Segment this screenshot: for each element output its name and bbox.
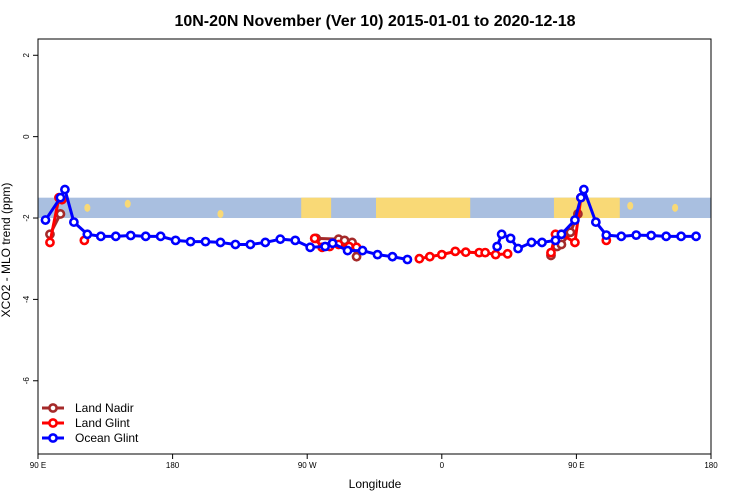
- data-point: [490, 249, 501, 260]
- map-land: [672, 203, 679, 212]
- data-point: [575, 192, 586, 203]
- map-land: [582, 207, 589, 216]
- data-point: [436, 249, 447, 260]
- data-point: [492, 241, 503, 252]
- data-point: [565, 227, 576, 238]
- data-point: [616, 231, 627, 242]
- map-land: [627, 201, 634, 210]
- data-point: [450, 246, 461, 257]
- data-point: [513, 243, 523, 254]
- data-point: [185, 236, 196, 247]
- data-point: [155, 231, 166, 242]
- data-point: [40, 215, 51, 225]
- data-point: [424, 251, 435, 262]
- data-point: [55, 192, 66, 203]
- data-point: [537, 237, 547, 248]
- map-land: [375, 197, 471, 219]
- data-point: [60, 184, 70, 195]
- data-point: [327, 238, 338, 249]
- data-point: [550, 235, 561, 246]
- data-point: [55, 209, 66, 219]
- legend-swatch-marker: [48, 433, 58, 443]
- y-tick-label: 2: [22, 53, 31, 58]
- series-layer: [40, 184, 701, 265]
- data-point: [170, 235, 181, 246]
- x-tick-label: 180: [704, 461, 718, 470]
- data-point: [387, 251, 398, 262]
- map-land: [553, 197, 620, 219]
- data-point: [578, 184, 589, 195]
- data-point: [661, 231, 672, 242]
- legend-swatch-marker: [48, 403, 58, 413]
- data-point: [631, 230, 642, 241]
- data-point: [676, 231, 686, 242]
- data-point: [140, 231, 151, 242]
- x-tick-label: 0: [440, 461, 445, 470]
- data-point: [414, 253, 425, 264]
- data-point: [342, 245, 353, 256]
- data-point: [230, 239, 241, 250]
- y-tick-label: 0: [22, 134, 31, 139]
- data-point: [460, 247, 471, 258]
- data-point: [95, 231, 106, 242]
- data-point: [357, 245, 368, 256]
- data-point: [570, 237, 580, 248]
- y-tick-label: -6: [22, 377, 31, 385]
- map-land: [84, 203, 91, 212]
- data-point: [601, 230, 612, 241]
- data-point: [526, 237, 537, 248]
- x-tick-label: 90 E: [30, 461, 46, 470]
- data-point: [110, 231, 121, 242]
- data-point: [45, 237, 55, 248]
- data-point: [372, 249, 383, 260]
- data-point: [546, 247, 556, 258]
- x-tick-label: 90 W: [298, 461, 317, 470]
- data-point: [245, 239, 256, 250]
- data-point: [290, 235, 301, 246]
- data-point: [260, 237, 271, 248]
- data-point: [200, 236, 211, 247]
- data-point: [502, 248, 513, 259]
- map-band: [38, 197, 711, 219]
- data-point: [505, 233, 516, 244]
- map-land: [124, 199, 131, 208]
- data-point: [402, 254, 413, 265]
- data-point: [691, 231, 701, 242]
- series-ocean-glint: [40, 184, 701, 265]
- y-tick-label: -4: [22, 295, 31, 303]
- data-point: [215, 237, 226, 248]
- y-tick-label: -2: [22, 214, 31, 222]
- data-point: [305, 242, 316, 253]
- data-point: [556, 229, 567, 240]
- map-ocean: [38, 197, 711, 219]
- chart-title: 10N-20N November (Ver 10) 2015-01-01 to …: [174, 13, 575, 30]
- data-point: [480, 247, 491, 258]
- data-point: [320, 241, 331, 252]
- x-tick-label: 180: [166, 461, 180, 470]
- data-point: [309, 233, 320, 244]
- data-point: [82, 229, 93, 240]
- data-point: [570, 215, 580, 225]
- data-point: [646, 230, 657, 241]
- legend-swatch-marker: [48, 418, 58, 428]
- data-point: [590, 217, 601, 227]
- y-axis: 2 0 -2 -4 -6: [22, 53, 38, 385]
- x-axis-label: Longitude: [349, 477, 402, 491]
- data-point: [125, 230, 136, 241]
- x-axis: 90 E 180 90 W 0 90 E 180: [30, 454, 718, 470]
- data-point: [351, 251, 362, 262]
- map-land: [217, 209, 224, 218]
- plot-frame: [37, 38, 712, 455]
- legend-label: Land Nadir: [75, 401, 134, 415]
- data-point: [496, 229, 507, 240]
- data-point: [275, 234, 286, 245]
- legend-label: Land Glint: [75, 416, 130, 430]
- x-tick-label: 90 E: [568, 461, 584, 470]
- legend-label: Ocean Glint: [75, 431, 139, 445]
- map-land: [301, 197, 332, 219]
- y-axis-label: XCO2 - MLO trend (ppm): [0, 183, 13, 318]
- data-point: [68, 217, 79, 227]
